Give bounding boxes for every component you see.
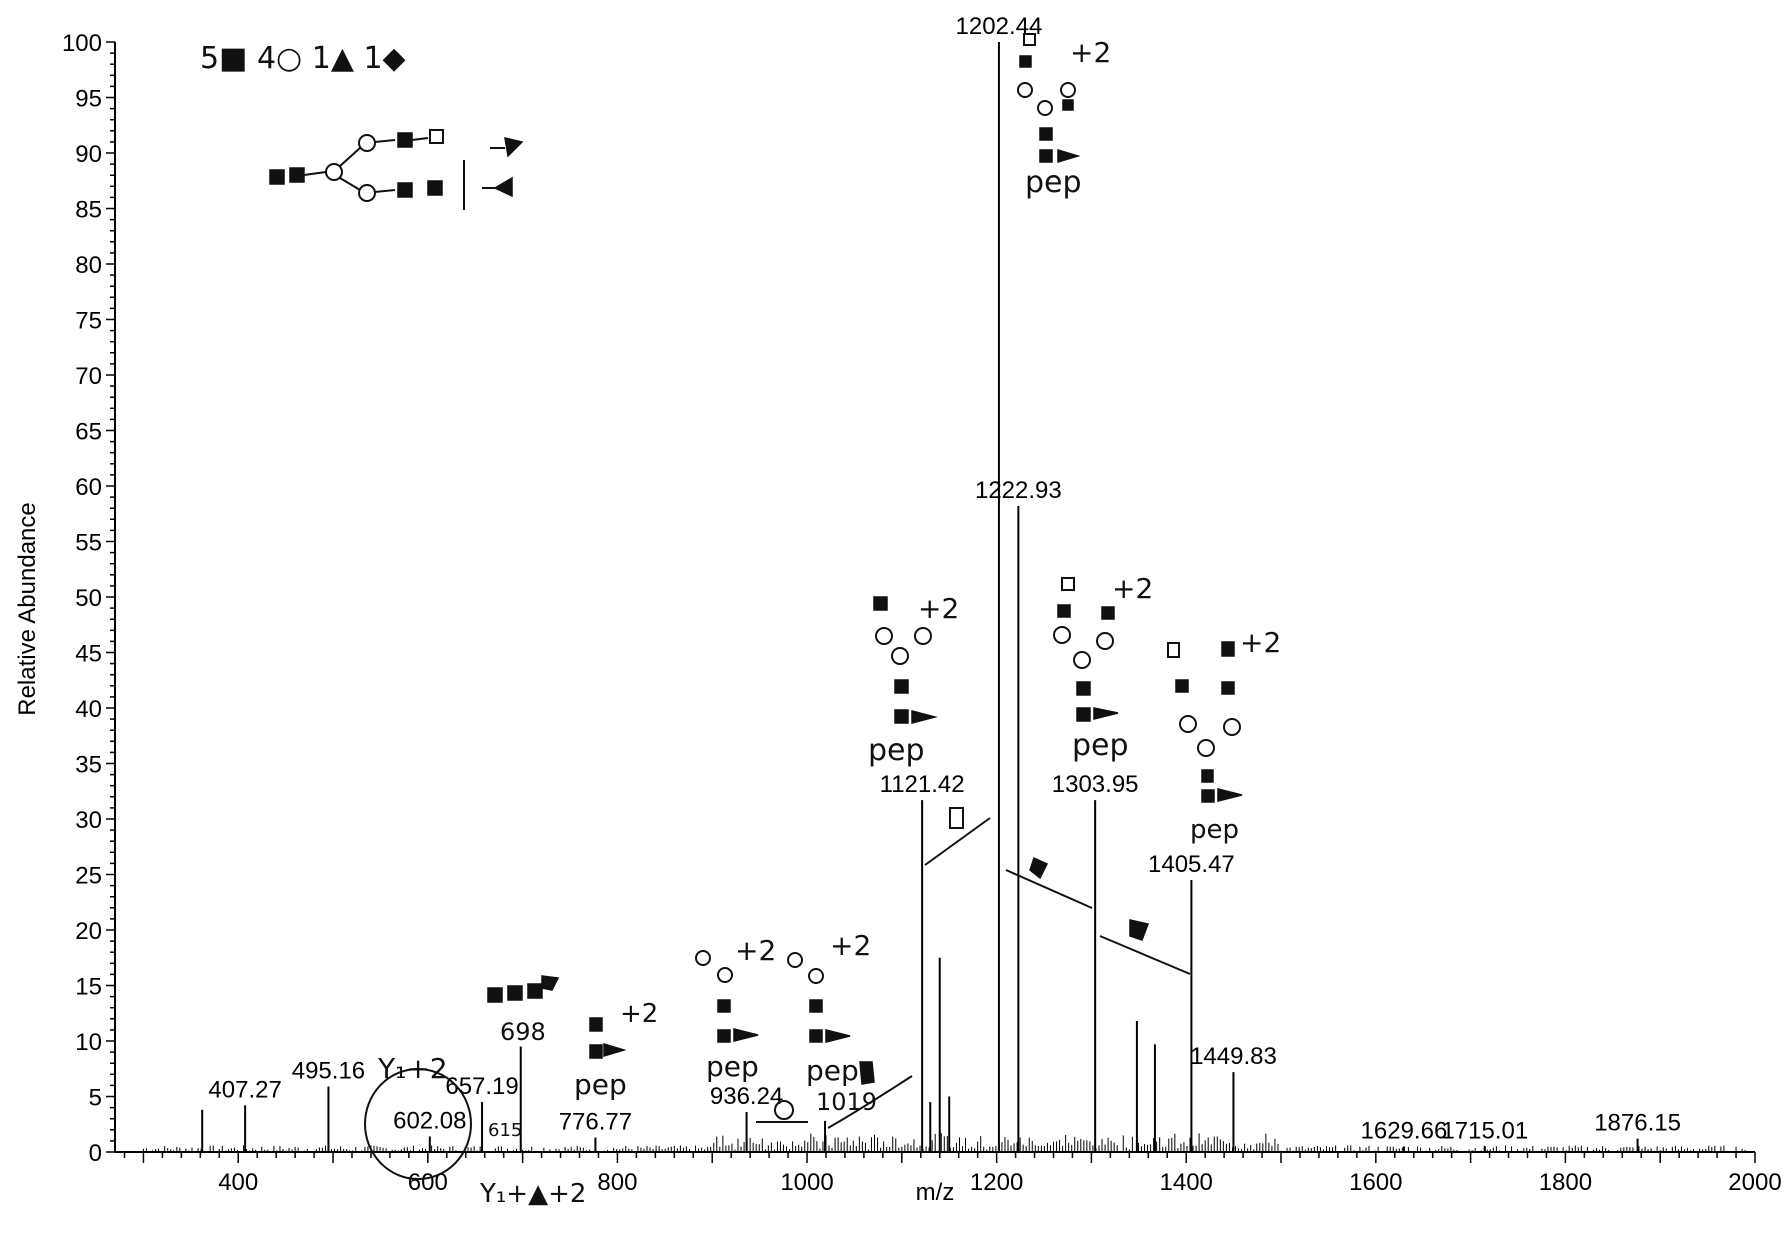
handwritten-annotations: 5■ 4○ 1▲ 1◆ — [200, 33, 1281, 1209]
peak-label: 1121.42 — [880, 771, 965, 798]
y-tick-label: 40 — [75, 696, 102, 723]
peak-label: 407.27 — [208, 1076, 281, 1103]
charge-note: +2 — [1112, 572, 1153, 605]
charge-note: +2 — [918, 592, 959, 625]
x-tick-label: 400 — [218, 1169, 258, 1196]
charge-note: +2 — [1240, 626, 1281, 659]
y-tick-label: 85 — [75, 197, 102, 224]
x-tick-label: 2000 — [1728, 1169, 1781, 1196]
peak-label: 776.77 — [559, 1109, 632, 1136]
glycan-structure-main — [269, 129, 524, 210]
peak-label: 1405.47 — [1148, 851, 1235, 878]
charge-note: +2 — [1070, 36, 1111, 69]
y-tick-label: 45 — [75, 641, 102, 668]
peak-label: 1449.83 — [1190, 1043, 1277, 1070]
y-tick-label: 0 — [89, 1140, 102, 1167]
y-tick-label: 30 — [75, 807, 102, 834]
pep-note: pep — [574, 1068, 627, 1101]
y1-fuc-plus2-note: Y₁+▲+2 — [479, 1179, 586, 1209]
peak-label: 495.16 — [292, 1058, 365, 1085]
y-tick-label: 90 — [75, 141, 102, 168]
pep-note: pep — [1190, 815, 1239, 845]
peak-label: 936.24 — [710, 1083, 783, 1110]
peak-label: 1629.66 — [1361, 1117, 1448, 1144]
y-tick-label: 50 — [75, 585, 102, 612]
x-tick-label: 1200 — [970, 1169, 1023, 1196]
y-tick-label: 55 — [75, 530, 102, 557]
y-tick-label: 20 — [75, 918, 102, 945]
x-tick-label: 1400 — [1160, 1169, 1213, 1196]
n1019-note: 1019 — [816, 1088, 877, 1116]
composition-note: 5■ 4○ 1▲ 1◆ — [200, 41, 406, 76]
x-axis-title: m/z — [916, 1179, 955, 1206]
y1-plus2-note: Y₁+2 — [377, 1052, 448, 1085]
x-tick-label: 1000 — [780, 1169, 833, 1196]
y-tick-label: 70 — [75, 363, 102, 390]
y-tick-label: 95 — [75, 86, 102, 113]
axes: 0 5 10 15 20 25 30 35 40 45 50 55 60 65 70 75 80 85 90 95 10… — [62, 30, 1782, 1196]
peak-label: 1876.15 — [1594, 1110, 1681, 1137]
peak-label: 602.08 — [393, 1107, 466, 1134]
x-tick-label: 1600 — [1349, 1169, 1402, 1196]
x-tick-label: 1800 — [1539, 1169, 1592, 1196]
y-tick-label: 100 — [62, 30, 102, 57]
y-tick-label: 80 — [75, 252, 102, 279]
pep-note: pep — [706, 1050, 759, 1083]
glycan-1121: +2 pep — [868, 592, 959, 768]
n615-note: 615 — [488, 1120, 522, 1141]
charge-note: +2 — [620, 999, 658, 1029]
y-tick-label: 35 — [75, 752, 102, 779]
glycan-1202: +2 pep — [1017, 33, 1111, 200]
y-tick-label: 75 — [75, 308, 102, 335]
y-tick-label: 60 — [75, 474, 102, 501]
n698-note: 698 — [500, 1018, 546, 1046]
glycan-1405: +2 pep — [1167, 626, 1281, 845]
y-tick-label: 5 — [89, 1085, 102, 1112]
low-mass-annotations: Y₁+2 Y₁+▲+2 698 615 +2 pep +2 pep — [364, 929, 877, 1209]
peak-series — [142, 42, 1746, 1152]
glycan-1303: +2 pep — [1053, 572, 1153, 763]
pep-note: pep — [1072, 728, 1129, 763]
y-tick-label: 25 — [75, 863, 102, 890]
pep-note: pep — [1025, 165, 1082, 200]
x-tick-label: 800 — [597, 1169, 637, 1196]
y-tick-label: 10 — [75, 1029, 102, 1056]
y-axis-title: Relative Abundance — [14, 502, 41, 716]
charge-note: +2 — [735, 934, 776, 967]
y-tick-label: 15 — [75, 974, 102, 1001]
charge-note: +2 — [830, 929, 871, 962]
peak-label: 1715.01 — [1441, 1117, 1528, 1144]
peak-label: 1303.95 — [1052, 771, 1139, 798]
peak-label: 1222.93 — [975, 477, 1062, 504]
pep-note: pep — [806, 1054, 859, 1087]
pep-note: pep — [868, 733, 925, 768]
peak-label: 1202.44 — [956, 13, 1043, 40]
y-tick-label: 65 — [75, 419, 102, 446]
loss-connectors — [756, 807, 1191, 1129]
